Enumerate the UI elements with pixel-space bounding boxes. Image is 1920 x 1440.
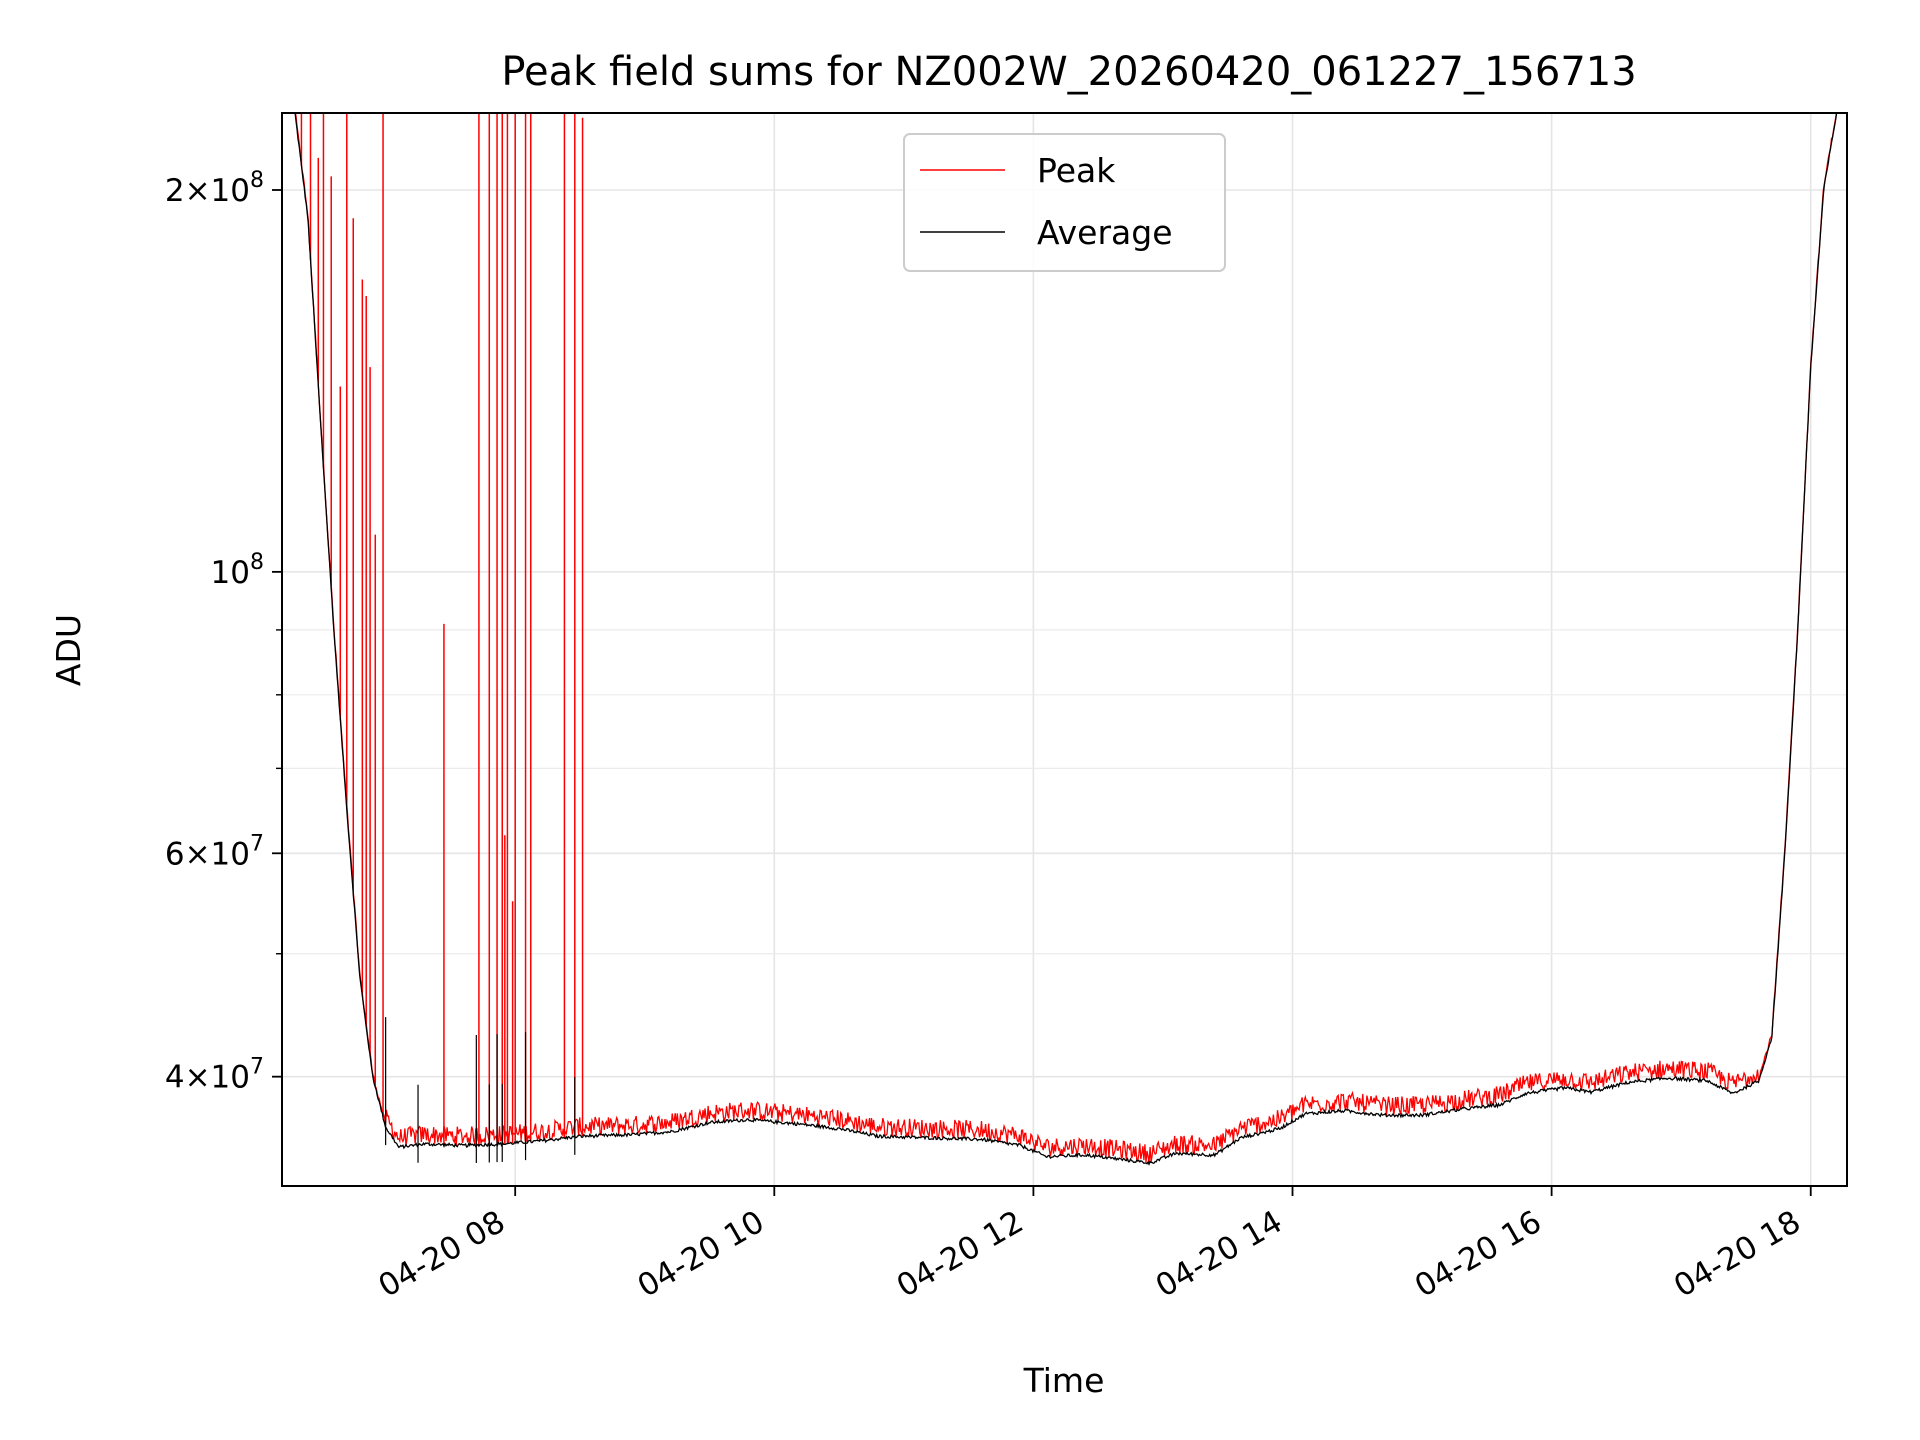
legend-average-label: Average [1037,213,1173,252]
y-axis-title: ADU [49,614,88,686]
plot-frame [281,112,1848,1187]
series-layer [294,113,1838,1166]
chart-title: Peak field sums for NZ002W_20260420_0612… [501,49,1636,95]
legend-peak-label: Peak [1037,151,1116,190]
legend: Peak Average [903,133,1226,272]
y-tick-label: 4×107 [165,1055,264,1096]
average-series-line [294,113,1838,1166]
series-clip-group [294,113,1838,1166]
x-axis-title: Time [1023,1361,1105,1400]
y-tick-label: 6×107 [165,831,264,872]
y-tick-label: 108 [211,550,264,591]
legend-box [903,133,1226,272]
y-tick-label: 2×108 [165,168,264,209]
